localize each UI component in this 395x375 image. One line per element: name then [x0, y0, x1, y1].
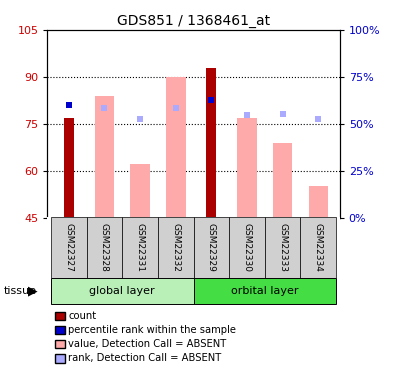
- Text: ▶: ▶: [28, 284, 38, 297]
- Bar: [206, 68, 216, 218]
- Text: orbital layer: orbital layer: [231, 286, 299, 296]
- FancyBboxPatch shape: [158, 217, 194, 278]
- Text: value, Detection Call = ABSENT: value, Detection Call = ABSENT: [68, 339, 227, 349]
- FancyBboxPatch shape: [87, 217, 122, 278]
- Text: GSM22331: GSM22331: [135, 223, 145, 272]
- Bar: [64, 117, 74, 218]
- Text: GSM22334: GSM22334: [314, 223, 323, 272]
- Text: percentile rank within the sample: percentile rank within the sample: [68, 325, 236, 335]
- Bar: [273, 142, 292, 218]
- Text: count: count: [68, 311, 96, 321]
- FancyBboxPatch shape: [51, 278, 194, 304]
- Bar: [130, 164, 150, 218]
- FancyBboxPatch shape: [229, 217, 265, 278]
- Bar: [308, 186, 328, 218]
- Bar: [237, 117, 257, 218]
- Text: GSM22328: GSM22328: [100, 223, 109, 272]
- FancyBboxPatch shape: [301, 217, 336, 278]
- FancyBboxPatch shape: [122, 217, 158, 278]
- FancyBboxPatch shape: [265, 217, 301, 278]
- FancyBboxPatch shape: [51, 217, 87, 278]
- Text: GSM22333: GSM22333: [278, 223, 287, 272]
- FancyBboxPatch shape: [194, 278, 336, 304]
- Text: GSM22329: GSM22329: [207, 223, 216, 272]
- Bar: [166, 77, 186, 218]
- Text: tissue: tissue: [4, 286, 37, 296]
- Title: GDS851 / 1368461_at: GDS851 / 1368461_at: [117, 13, 270, 28]
- Text: GSM22327: GSM22327: [64, 223, 73, 272]
- Text: GSM22330: GSM22330: [243, 223, 252, 272]
- FancyBboxPatch shape: [194, 217, 229, 278]
- Text: rank, Detection Call = ABSENT: rank, Detection Call = ABSENT: [68, 354, 222, 363]
- Text: GSM22332: GSM22332: [171, 223, 180, 272]
- Bar: [95, 96, 114, 218]
- Text: global layer: global layer: [89, 286, 155, 296]
